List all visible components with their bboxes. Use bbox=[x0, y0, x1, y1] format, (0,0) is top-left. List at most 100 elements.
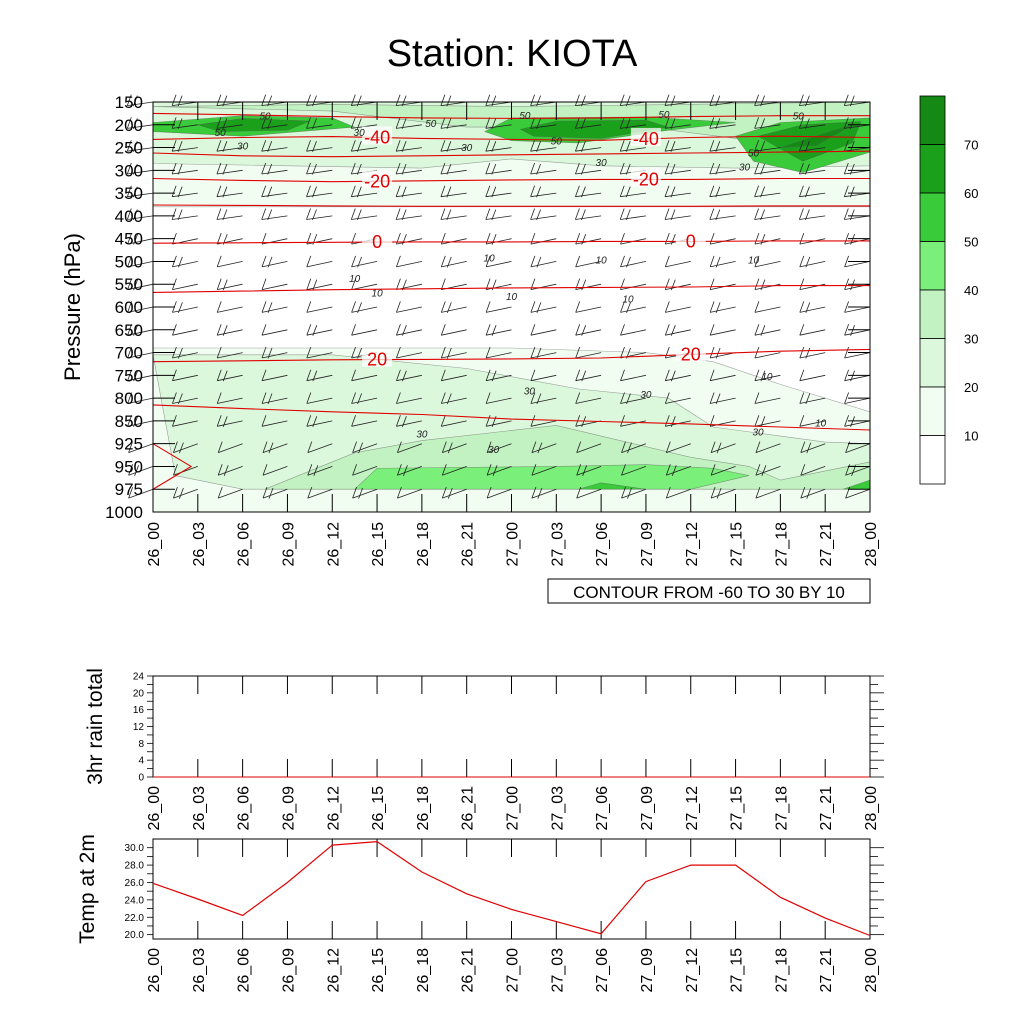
wind-barb-shaft bbox=[665, 397, 691, 404]
wind-barb-shaft bbox=[396, 101, 422, 106]
wind-speed-contour-label: 10 bbox=[748, 256, 760, 267]
wind-speed-contour-label: 50 bbox=[793, 111, 805, 122]
wind-barb-feather bbox=[626, 302, 631, 314]
wind-barb-shaft bbox=[575, 352, 602, 359]
wind-barb-feather bbox=[800, 464, 806, 476]
wind-barb-feather bbox=[754, 369, 760, 381]
wind-barb-shaft bbox=[664, 192, 691, 198]
wind-barb-feather bbox=[396, 415, 401, 427]
wind-barb-feather bbox=[216, 185, 222, 197]
wind-barb-feather bbox=[440, 392, 446, 404]
wind-barb-feather bbox=[446, 209, 452, 221]
wind-barb-feather bbox=[402, 325, 407, 336]
wind-barb-shaft bbox=[306, 124, 333, 129]
wind-barb-shaft bbox=[396, 124, 422, 129]
legend-label: 40 bbox=[964, 283, 978, 298]
temperature-contour-label: 20 bbox=[367, 350, 387, 370]
wind-barb-feather bbox=[844, 278, 849, 290]
wind-barb-shaft bbox=[127, 397, 154, 404]
wind-barb-feather bbox=[306, 117, 311, 129]
wind-barb-feather bbox=[261, 208, 267, 220]
wind-barb-feather bbox=[799, 392, 805, 404]
wind-barb-shaft bbox=[530, 101, 557, 106]
wind-barb-feather bbox=[397, 464, 402, 476]
wind-barb-shaft bbox=[799, 261, 826, 268]
wind-barb-feather bbox=[531, 464, 537, 476]
time-tick-label: 28_00 bbox=[863, 948, 880, 993]
wind-barb-shaft bbox=[440, 169, 467, 175]
wind-barb-feather bbox=[485, 301, 491, 313]
wind-barb-shaft bbox=[530, 261, 557, 268]
wind-barb-feather bbox=[710, 441, 716, 453]
wind-barb-feather bbox=[664, 324, 670, 336]
legend-swatch bbox=[919, 386, 946, 436]
wind-barb-feather bbox=[799, 415, 805, 427]
wind-barb-feather bbox=[127, 232, 132, 245]
wind-barb-feather bbox=[754, 185, 759, 197]
wind-barb-shaft bbox=[664, 147, 691, 152]
temperature-contour-line bbox=[152, 240, 870, 244]
wind-barb-feather bbox=[132, 141, 138, 152]
wind-barb-feather bbox=[664, 117, 670, 129]
wind-barb-feather bbox=[261, 185, 267, 197]
time-tick-label: 26_21 bbox=[460, 786, 477, 831]
wind-barb-shaft bbox=[396, 420, 422, 427]
wind-barb-feather bbox=[715, 95, 721, 107]
temperature-series-line bbox=[152, 840, 871, 937]
pressure-tick-label: 250 bbox=[115, 139, 143, 158]
temperature-contour-line bbox=[152, 135, 871, 141]
wind-barb-shaft bbox=[620, 147, 646, 152]
wind-barb-feather bbox=[760, 95, 765, 107]
wind-barb-feather bbox=[402, 416, 407, 427]
wind-barb-feather bbox=[306, 278, 312, 290]
wind-barb-feather bbox=[126, 140, 132, 152]
wind-barb-feather bbox=[485, 162, 491, 175]
pressure-tick-label: 800 bbox=[115, 389, 143, 408]
wind-barb-feather bbox=[171, 94, 177, 106]
wind-barb-feather bbox=[397, 441, 402, 453]
wind-barb-shaft bbox=[396, 329, 422, 336]
wind-barb-feather bbox=[126, 208, 132, 220]
wind-barb-shaft bbox=[441, 261, 467, 268]
wind-barb-shaft bbox=[754, 283, 781, 290]
wind-barb-shaft bbox=[575, 306, 602, 313]
wind-barb-feather bbox=[800, 486, 806, 499]
wind-speed-contour-label: 30 bbox=[488, 445, 500, 456]
wind-barb-feather bbox=[128, 464, 133, 476]
chart-title: Station: KIOTA bbox=[387, 33, 638, 75]
wind-barb-shaft bbox=[844, 420, 871, 427]
wind-barb-feather bbox=[620, 415, 625, 427]
time-tick-label: 27_06 bbox=[594, 786, 611, 831]
wind-barb-shaft bbox=[844, 352, 871, 359]
wind-barb-shaft bbox=[216, 169, 243, 175]
wind-barb-feather bbox=[440, 162, 446, 175]
wind-barb-feather bbox=[664, 94, 670, 106]
wind-barb-feather bbox=[133, 279, 138, 291]
wind-barb-shaft bbox=[620, 397, 646, 404]
wind-barb-shaft bbox=[351, 192, 378, 198]
wind-barb-feather bbox=[486, 486, 492, 499]
wind-barb-shaft bbox=[755, 443, 781, 453]
wind-barb-feather bbox=[222, 141, 228, 152]
wind-barb-feather bbox=[761, 465, 767, 476]
wind-barb-feather bbox=[576, 464, 582, 476]
wind-barb-feather bbox=[217, 464, 223, 476]
wind-barb-feather bbox=[261, 415, 267, 427]
wind-barb-feather bbox=[312, 209, 317, 221]
wind-speed-contour-label: 30 bbox=[739, 162, 751, 173]
wind-barb-feather bbox=[536, 393, 542, 405]
wind-barb-feather bbox=[619, 94, 625, 106]
wind-barb-feather bbox=[581, 233, 587, 245]
contour-label-bg bbox=[362, 126, 393, 145]
wind-barb-feather bbox=[670, 370, 676, 382]
wind-barb-shaft bbox=[486, 420, 512, 427]
rain-axis-ticks: 0 4 8 12 16 20 24 bbox=[133, 672, 884, 784]
wind-barb-shaft bbox=[799, 329, 826, 336]
wind-barb-feather bbox=[576, 486, 582, 499]
wind-barb-feather bbox=[403, 465, 408, 476]
rain-axis-label: 3hr rain total bbox=[84, 668, 107, 785]
wind-barb-feather bbox=[799, 301, 805, 313]
time-tick-label: 27_15 bbox=[729, 786, 746, 831]
rain-tick-label: 24 bbox=[133, 672, 145, 683]
wind-barb-feather bbox=[485, 140, 491, 152]
